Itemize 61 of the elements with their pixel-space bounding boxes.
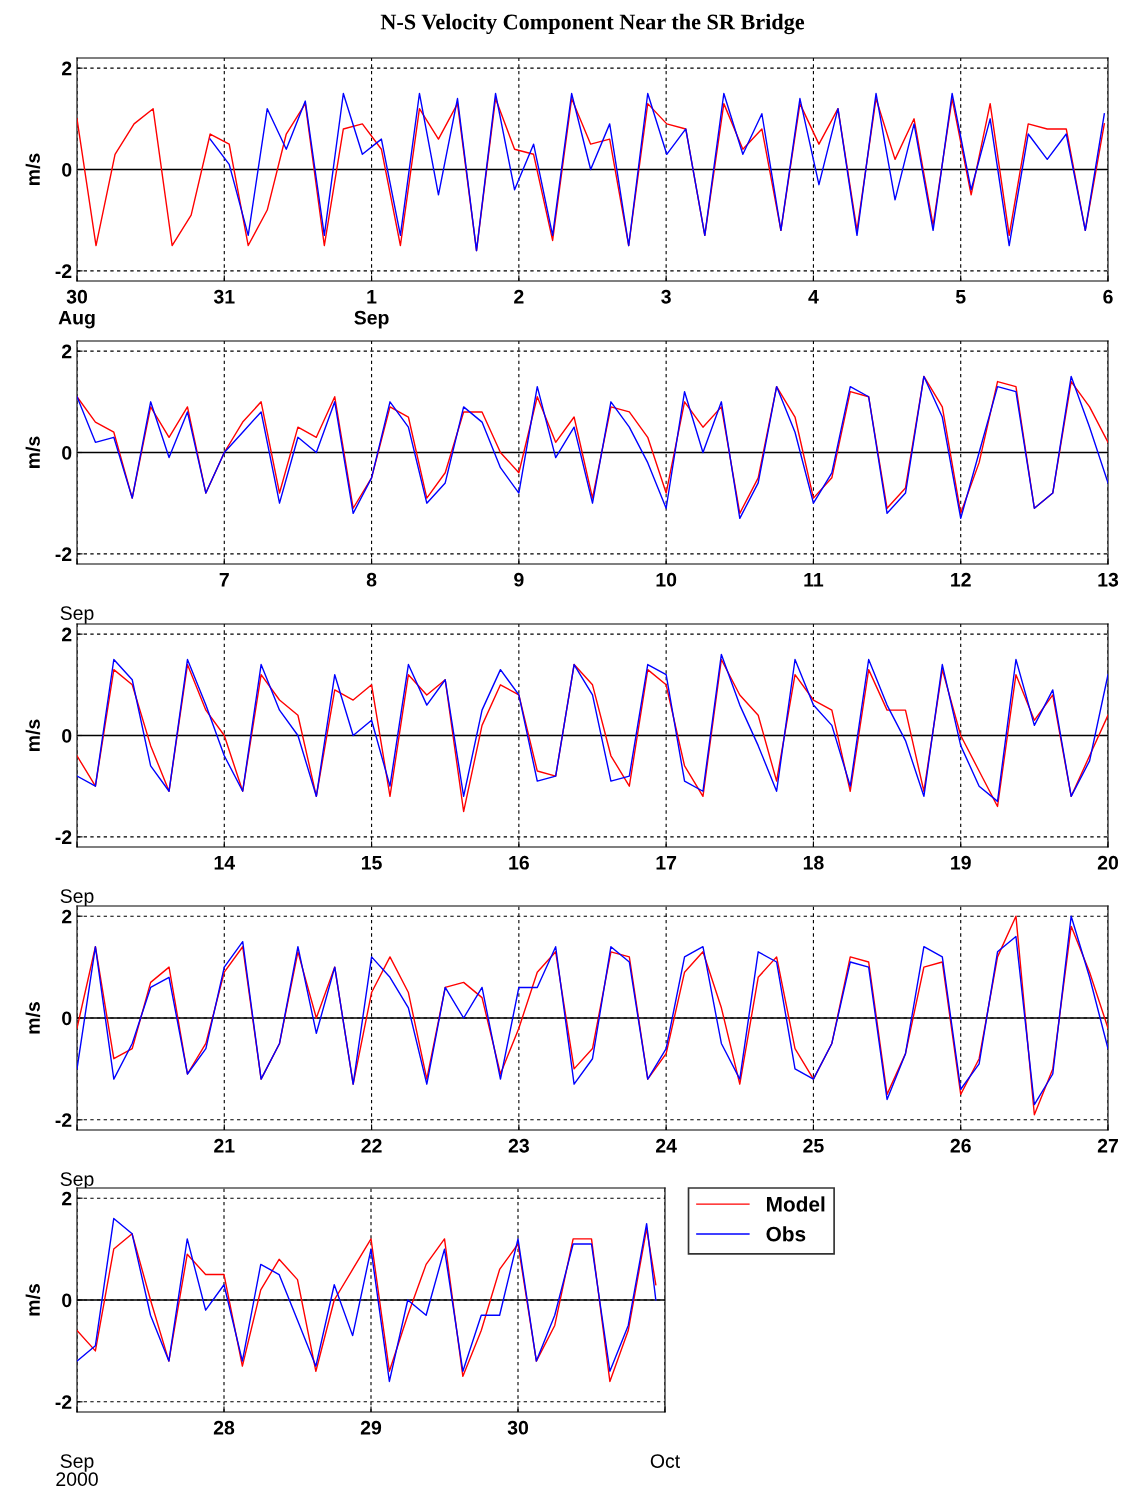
x-tick-label: 5	[955, 290, 966, 304]
y-tick-label: 0	[62, 445, 72, 460]
y-tick-label: -2	[55, 830, 72, 844]
x-tick-label: 14	[214, 856, 235, 870]
text: Oct	[650, 1454, 680, 1468]
y-tick-label: -2	[55, 1395, 72, 1409]
legend-label: Model	[767, 1196, 825, 1212]
x-tick-label: 12	[951, 572, 971, 587]
x-tick-label: 1 Sep	[354, 290, 389, 329]
y-tick-label: 2	[62, 1191, 72, 1206]
x-tick-label: 3	[661, 289, 671, 304]
annotation: Sep	[60, 889, 94, 907]
x-tick-label: 4	[808, 290, 819, 304]
x-tick-label: 18	[803, 855, 824, 870]
y-tick-label: 0	[62, 162, 72, 177]
x-tick-label: 2	[514, 289, 524, 304]
y-tick-label: 2	[62, 61, 72, 76]
y-tick-label: 2	[62, 909, 72, 924]
y-tick-label: 0	[62, 1293, 72, 1308]
x-tick-label: 16	[509, 855, 529, 870]
x-tick-label: 13	[1098, 572, 1119, 587]
text: Sep	[60, 606, 94, 624]
x-tick-label: 6	[1103, 289, 1113, 304]
x-tick-label: 10	[656, 572, 677, 587]
x-tick-label: 29	[360, 1420, 382, 1435]
x-tick-label: 30	[507, 1420, 529, 1435]
y-tick-label: 2	[62, 344, 72, 359]
chart-title: N-S Velocity Component Near the SR Bridge	[380, 13, 805, 35]
line-series	[209, 92, 1106, 252]
text: Sep 2000	[56, 1454, 98, 1487]
x-tick-label: 23	[508, 1138, 529, 1153]
x-tick-label: 30 Aug	[58, 289, 95, 329]
x-tick-label: 19	[951, 855, 971, 870]
x-tick-label: 7	[219, 573, 229, 587]
x-tick-label: 31	[213, 289, 235, 304]
x-tick-label: 17	[656, 856, 677, 870]
x-tick-label: 24	[656, 1138, 677, 1153]
x-tick-label: 21	[214, 1138, 235, 1153]
x-tick-label: 26	[950, 1138, 971, 1153]
x-tick-label: 27	[1097, 1138, 1118, 1153]
y-tick-label: 0	[62, 728, 72, 743]
x-tick-label: 8	[366, 572, 377, 587]
y-axis-title: m/s	[25, 1002, 41, 1034]
y-tick-label: -2	[55, 1113, 72, 1127]
x-tick-label: 25	[803, 1138, 824, 1153]
legend-label: Obs	[766, 1226, 806, 1242]
y-axis-title: m/s	[25, 436, 41, 468]
x-tick-label: 9	[514, 572, 524, 587]
y-axis-title: m/s	[25, 153, 41, 185]
annotation: Sep	[60, 1172, 94, 1190]
y-tick-label: -2	[55, 547, 72, 561]
y-tick-label: 2	[62, 627, 72, 642]
y-axis-title: m/s	[25, 1284, 41, 1316]
x-tick-label: 20	[1097, 855, 1119, 870]
x-tick-label: 11	[804, 573, 824, 587]
x-tick-label: 15	[361, 856, 382, 870]
y-axis-title: m/s	[25, 719, 41, 751]
x-tick-label: 22	[361, 1138, 382, 1153]
y-tick-label: 0	[62, 1011, 72, 1026]
x-tick-label: 28	[213, 1420, 235, 1435]
y-tick-label: -2	[55, 264, 72, 278]
